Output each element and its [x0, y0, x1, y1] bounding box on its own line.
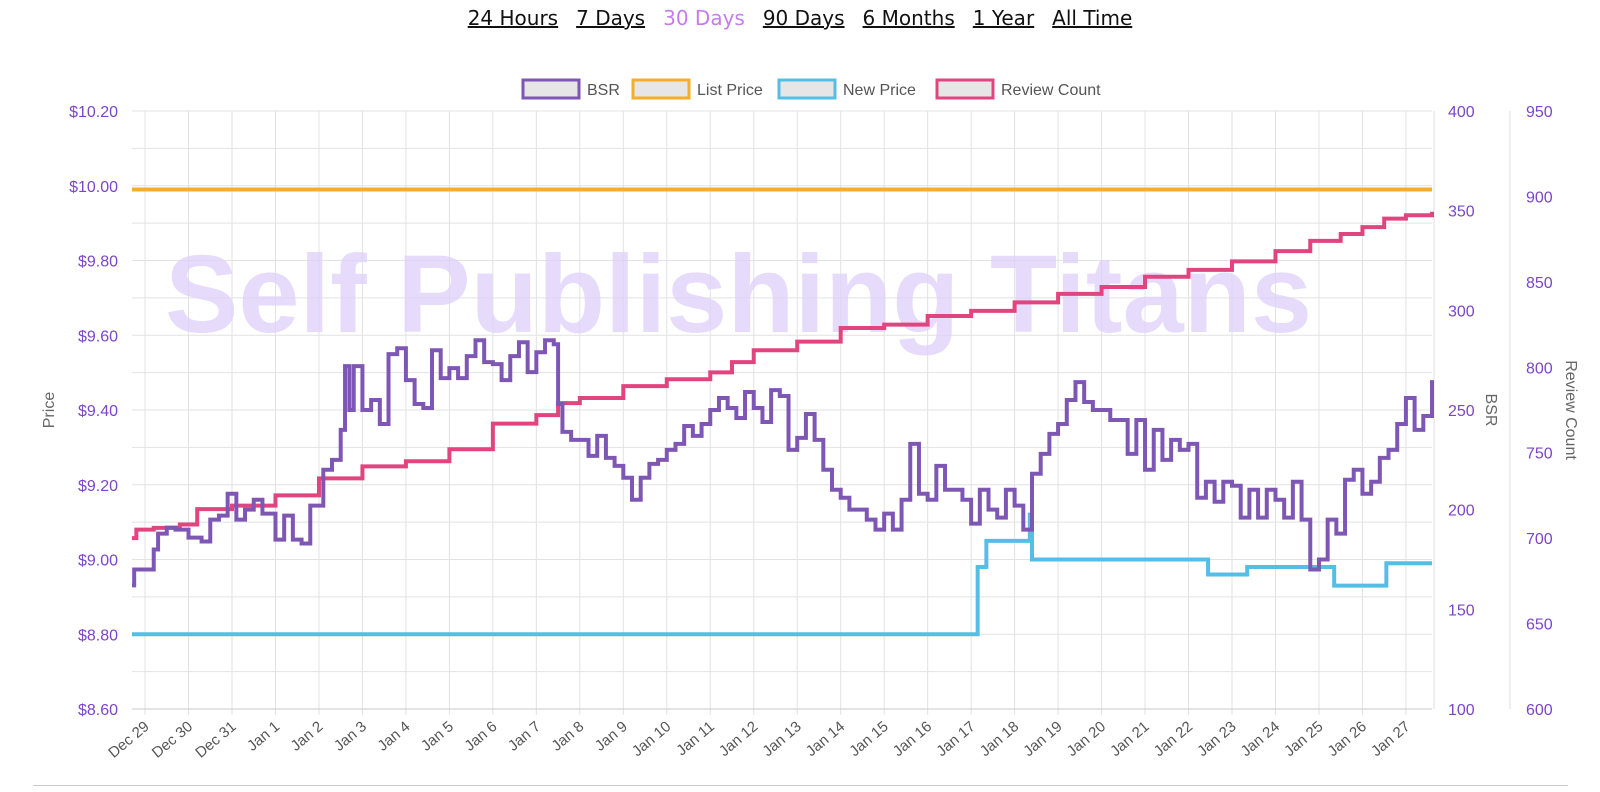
x-tick-label: Jan 12: [716, 718, 761, 760]
x-tick-label: Jan 6: [461, 718, 500, 755]
x-tick-label: Jan 19: [1020, 718, 1065, 760]
x-tick-label: Jan 23: [1194, 718, 1239, 760]
review-tick-label: 850: [1526, 275, 1553, 292]
x-tick-label: Jan 20: [1064, 718, 1109, 760]
x-tick-label: Jan 21: [1107, 718, 1152, 760]
bsr-tick-label: 100: [1448, 702, 1475, 719]
tab-7-days[interactable]: 7 Days: [576, 6, 646, 30]
price-tick-label: $8.60: [78, 702, 118, 719]
price-tick-label: $8.80: [78, 627, 118, 644]
review-tick-label: 800: [1526, 360, 1553, 377]
tab-6-months[interactable]: 6 Months: [862, 6, 955, 30]
legend-swatch-review-count: [935, 78, 995, 100]
review-tick-label: 750: [1526, 446, 1553, 463]
x-tick-label: Jan 27: [1368, 718, 1413, 760]
price-axis-title: Price: [41, 392, 58, 429]
time-range-tabs: 24 Hours 7 Days 30 Days 90 Days 6 Months 1 Ye…: [0, 6, 1600, 30]
legend-swatch-bsr: [521, 78, 581, 100]
legend-label-review-count: Review Count: [1001, 82, 1101, 99]
review-axis-title: Review Count: [1562, 360, 1579, 460]
tab-90-days[interactable]: 90 Days: [762, 6, 845, 30]
x-tick-label: Jan 1: [244, 718, 283, 755]
x-tick-label: Jan 18: [977, 718, 1022, 760]
tab-all-time[interactable]: All Time: [1052, 6, 1133, 30]
legend-label-new-price: New Price: [843, 82, 916, 99]
watermark-text: Self Publishing Titans: [165, 233, 1312, 356]
series-line-review-count: [132, 211, 1434, 541]
x-tick-label: Jan 26: [1325, 718, 1370, 760]
x-tick-label: Jan 25: [1281, 718, 1326, 760]
x-tick-label: Dec 30: [149, 718, 196, 762]
price-tick-label: $9.80: [78, 254, 118, 271]
x-tick-label: Jan 4: [374, 718, 413, 755]
x-tick-label: Jan 3: [331, 718, 370, 755]
review-tick-label: 600: [1526, 702, 1553, 719]
bottom-divider: [33, 785, 1568, 786]
x-tick-label: Jan 24: [1238, 718, 1283, 760]
bsr-tick-label: 250: [1448, 403, 1475, 420]
bsr-tick-label: 350: [1448, 204, 1475, 221]
bsr-tick-label: 150: [1448, 602, 1475, 619]
x-tick-label: Jan 9: [592, 718, 631, 755]
x-tick-label: Jan 2: [287, 718, 326, 755]
bsr-axis-title: BSR: [1482, 394, 1499, 427]
review-tick-label: 700: [1526, 531, 1553, 548]
x-tick-label: Jan 17: [933, 718, 978, 760]
bsr-tick-label: 400: [1448, 104, 1475, 121]
price-tick-label: $9.00: [78, 553, 118, 570]
x-tick-label: Jan 8: [548, 718, 587, 755]
price-tick-label: $10.00: [69, 179, 118, 196]
legend-label-bsr: BSR: [587, 82, 620, 99]
legend-swatch-new-price: [777, 78, 837, 100]
x-tick-label: Jan 10: [629, 718, 674, 760]
x-tick-label: Jan 7: [505, 718, 544, 755]
price-tick-label: $10.20: [69, 104, 118, 121]
x-tick-label: Jan 15: [846, 718, 891, 760]
x-tick-label: Jan 14: [803, 718, 848, 760]
x-tick-label: Dec 31: [192, 718, 239, 762]
legend-swatch-list-price: [631, 78, 691, 100]
tab-24-hours[interactable]: 24 Hours: [467, 6, 559, 30]
x-tick-label: Jan 13: [759, 718, 804, 760]
price-tick-label: $9.60: [78, 328, 118, 345]
x-tick-label: Dec 29: [105, 718, 152, 762]
x-tick-label: Jan 22: [1151, 718, 1196, 760]
price-tick-label: $9.40: [78, 403, 118, 420]
review-tick-label: 950: [1526, 104, 1553, 121]
bsr-tick-label: 200: [1448, 503, 1475, 520]
bsr-tick-label: 300: [1448, 303, 1475, 320]
tab-30-days[interactable]: 30 Days: [663, 6, 745, 30]
series-line-new-price: [132, 512, 1432, 637]
review-tick-label: 650: [1526, 617, 1553, 634]
tab-1-year[interactable]: 1 Year: [972, 6, 1035, 30]
x-tick-label: Jan 11: [673, 718, 718, 759]
price-tick-label: $9.20: [78, 478, 118, 495]
review-tick-label: 900: [1526, 189, 1553, 206]
x-tick-label: Jan 16: [890, 718, 935, 760]
legend-label-list-price: List Price: [697, 82, 763, 99]
x-tick-label: Jan 5: [418, 718, 457, 755]
series-line-bsr: [132, 338, 1434, 588]
